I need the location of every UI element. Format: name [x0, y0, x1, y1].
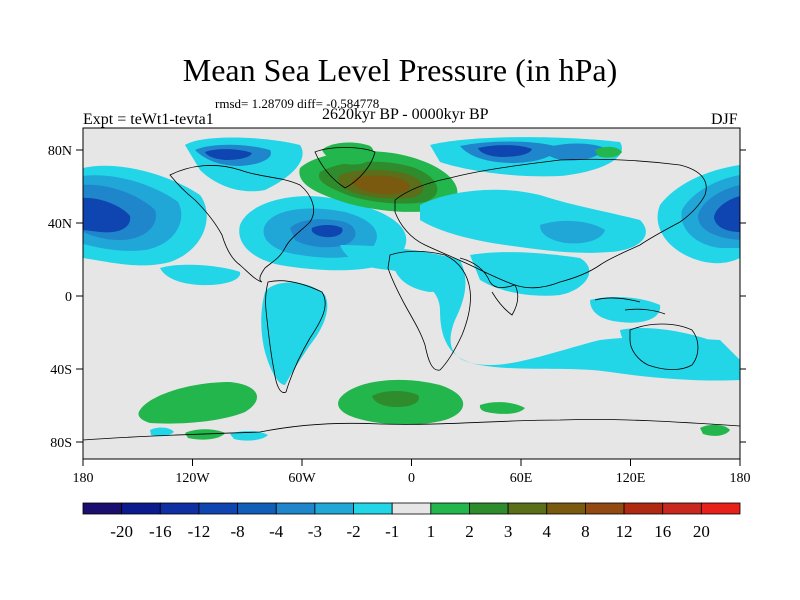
colorbar-label-5: -3	[308, 522, 322, 541]
stats-text: rmsd= 1.28709 diff= -0.584778	[215, 96, 380, 111]
colorbar-label-2: -12	[188, 522, 211, 541]
lat-ticks	[76, 149, 746, 443]
colorbar-box-7	[353, 502, 393, 515]
lon-ticks	[82, 459, 741, 466]
natl-low-deep	[311, 225, 343, 238]
colorbar-label-4: -4	[269, 522, 284, 541]
colorbar-box-1	[121, 502, 161, 515]
colorbar-label-1: -16	[149, 522, 172, 541]
coast-indonesia	[594, 297, 666, 315]
colorbar-label-0: -20	[110, 522, 133, 541]
india-band	[470, 252, 590, 296]
coast-arabia-india	[459, 257, 519, 316]
coastlines	[83, 147, 740, 441]
lon-label-60w: 60W	[288, 471, 316, 486]
south-indian-high	[479, 402, 525, 414]
colorbar-label-10: 3	[504, 522, 513, 541]
antarctic-low-1	[230, 431, 268, 441]
north-africa-band	[395, 263, 456, 292]
east-siberia-high	[595, 146, 622, 158]
lon-label-60e: 60E	[510, 471, 533, 486]
colorbar-label-8: 1	[427, 522, 436, 541]
colorbar-box-14	[623, 502, 664, 515]
colorbar-box-10	[469, 502, 509, 515]
colorbar: -20 -16 -12 -8 -4 -3 -2 -1 1 2 3 4 8 12 16 20	[82, 502, 741, 541]
eurasia-band-core	[540, 220, 605, 244]
coast-australia	[629, 323, 699, 370]
npac-low-right-deep	[714, 196, 740, 232]
east-pacific-band	[160, 264, 241, 286]
colorbar-label-6: -2	[346, 522, 360, 541]
south-pacific-high	[138, 382, 257, 424]
colorbar-box-13	[585, 502, 625, 515]
colorbar-label-11: 4	[543, 522, 552, 541]
period-label: 2620kyr BP - 0000kyr BP	[322, 106, 489, 123]
lon-label-180e: 180	[730, 471, 751, 486]
colorbar-label-3: -8	[231, 522, 245, 541]
colorbar-box-2	[159, 502, 200, 515]
south-america-band	[261, 282, 328, 385]
coast-north-america	[169, 165, 314, 283]
colorbar-box-9	[430, 502, 470, 515]
season-label: DJF	[711, 111, 738, 128]
colorbar-box-3	[198, 502, 238, 515]
colorbar-label-15: 20	[693, 522, 710, 541]
lon-label-120e: 120E	[616, 471, 646, 486]
lat-label-40s: 40S	[50, 363, 72, 378]
colorbar-box-0	[82, 502, 123, 515]
colorbar-label-13: 12	[616, 522, 633, 541]
lat-label-80n: 80N	[48, 144, 72, 159]
colorbar-label-9: 2	[465, 522, 474, 541]
colorbar-label-12: 8	[581, 522, 590, 541]
lat-label-0: 0	[65, 290, 72, 305]
colorbar-box-5	[275, 502, 316, 515]
australia-band	[620, 328, 730, 372]
lon-label-0: 0	[408, 471, 415, 486]
arctic-low-west-deep	[205, 149, 252, 160]
colorbar-label-7: -1	[385, 522, 399, 541]
coast-south-america	[265, 280, 326, 393]
colorbar-box-8	[391, 502, 432, 515]
east-siberia-low	[545, 143, 605, 161]
lon-label-120w: 120W	[175, 471, 210, 486]
coast-antarctica	[83, 419, 740, 441]
antarctic-low-2	[150, 427, 174, 437]
antarctic-high-1	[185, 429, 225, 440]
natl-high-deep	[352, 175, 410, 195]
lat-label-40n: 40N	[48, 217, 72, 232]
experiment-label: Expt = teWt1-tevta1	[83, 111, 214, 128]
south-atlantic-high-core	[372, 390, 419, 407]
lat-label-80s: 80S	[50, 436, 72, 451]
coast-africa	[387, 250, 471, 371]
lon-label-180w: 180	[73, 471, 94, 486]
colorbar-box-12	[546, 502, 586, 515]
antarctic-high-2	[700, 424, 730, 436]
coast-greenland	[314, 147, 376, 189]
colorbar-box-6	[314, 502, 354, 515]
npac-low-left-deep	[83, 197, 131, 233]
coast-europe-asia	[394, 158, 707, 289]
colorbar-box-4	[237, 502, 277, 515]
colorbar-box-16	[700, 502, 741, 515]
contour-fields	[83, 137, 740, 441]
map-title: Mean Sea Level Pressure (in hPa)	[182, 52, 618, 88]
colorbar-box-11	[507, 502, 548, 515]
colorbar-label-14: 16	[654, 522, 671, 541]
siberia-low-deep	[478, 145, 532, 157]
colorbar-box-15	[662, 502, 702, 515]
